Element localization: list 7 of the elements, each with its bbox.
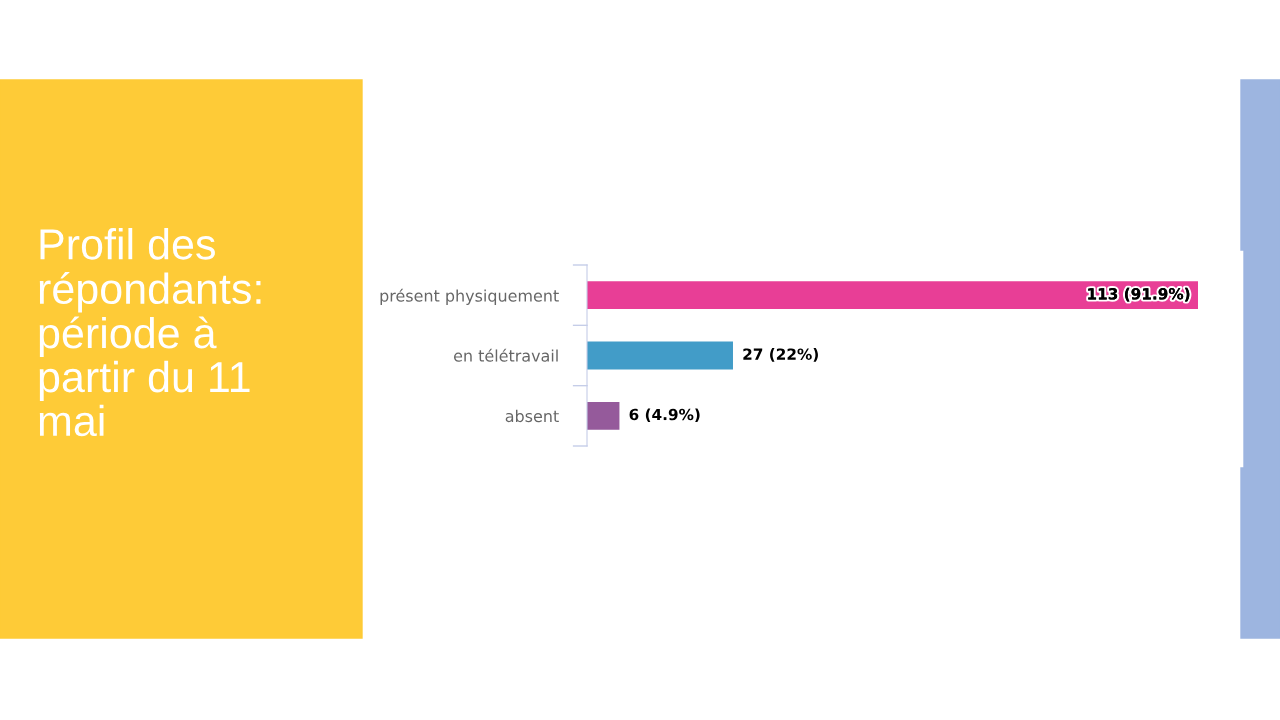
- text: Profil des répondants: période à partir du 11 mai: [39, 228, 261, 437]
- y-tick-label: présent physiquement: [380, 288, 559, 305]
- data-label: 113 (91.9%): [1088, 287, 1190, 302]
- y-tick-label: absent: [505, 409, 559, 423]
- data-label: 27 (22%): [743, 348, 818, 362]
- y-tick-label: en télétravail: [453, 348, 558, 362]
- data-label: 6 (4.9%): [629, 408, 700, 423]
